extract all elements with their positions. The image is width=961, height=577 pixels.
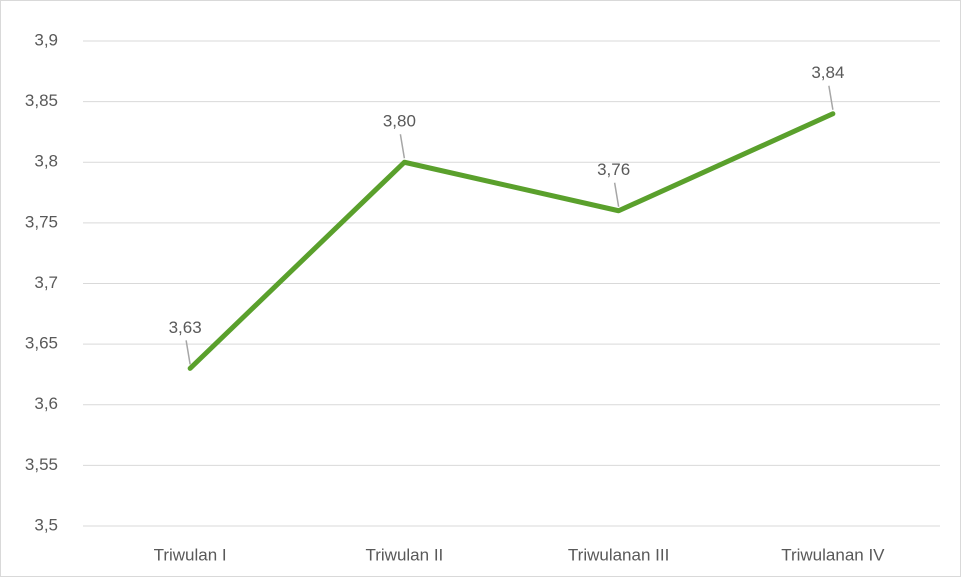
y-tick-label: 3,5 [34, 515, 58, 534]
leader-line [613, 182, 620, 207]
x-tick-label: Triwulanan III [568, 545, 669, 564]
x-tick-label: Triwulanan IV [781, 545, 885, 564]
leader-line [185, 340, 191, 365]
data-label: 3,63 [169, 318, 202, 337]
data-label: 3,76 [597, 160, 630, 179]
y-tick-label: 3,75 [25, 212, 58, 231]
data-label: 3,80 [383, 112, 416, 131]
y-tick-label: 3,85 [25, 91, 58, 110]
leader-line [828, 85, 834, 110]
y-tick-label: 3,7 [34, 273, 58, 292]
y-tick-label: 3,55 [25, 455, 58, 474]
y-tick-label: 3,6 [34, 394, 58, 413]
x-tick-label: Triwulan I [154, 545, 227, 564]
y-tick-label: 3,8 [34, 152, 58, 171]
data-label: 3,84 [811, 63, 844, 82]
y-tick-label: 3,9 [34, 30, 58, 49]
x-tick-label: Triwulan II [365, 545, 443, 564]
leader-line [399, 134, 406, 159]
data-line [187, 111, 836, 371]
y-tick-label: 3,65 [25, 334, 58, 353]
